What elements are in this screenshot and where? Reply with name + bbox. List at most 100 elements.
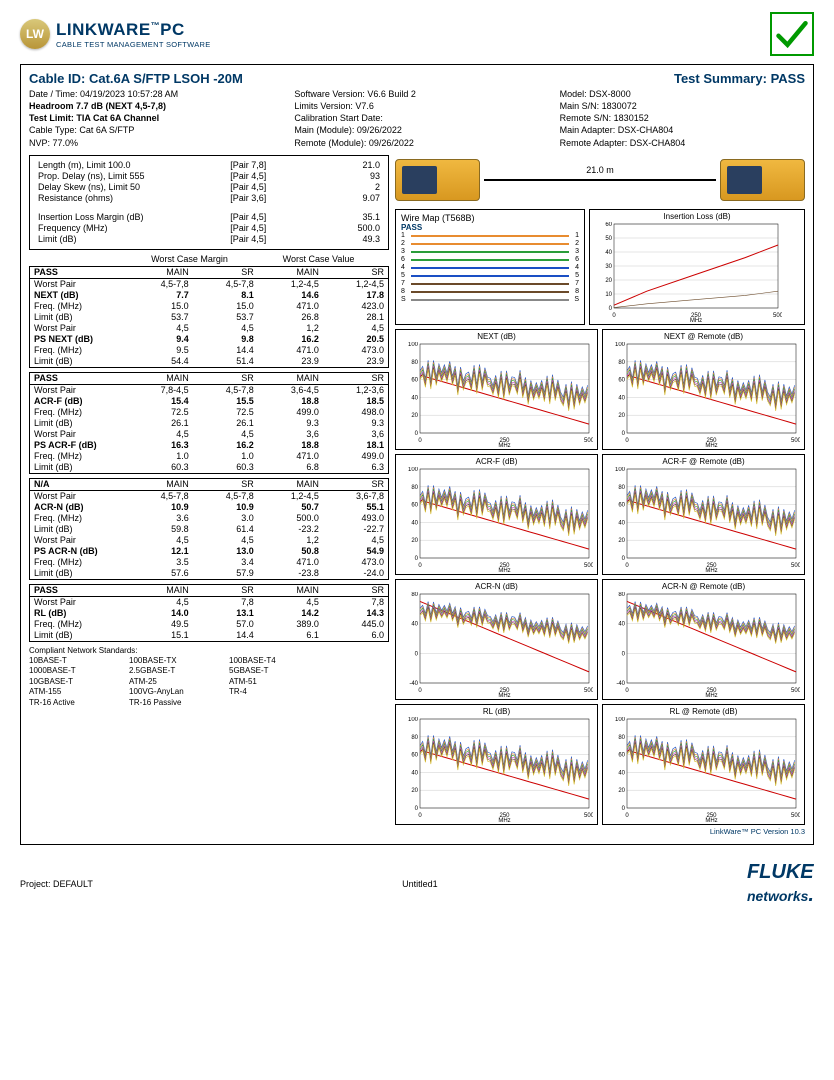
svg-text:500: 500 xyxy=(791,813,800,819)
svg-text:60: 60 xyxy=(411,502,418,508)
wiremap-title: Wire Map (T568B) xyxy=(401,213,579,223)
svg-text:20: 20 xyxy=(605,278,612,284)
standards-title: Compliant Network Standards: xyxy=(29,646,389,656)
hdr-mainsn: Main S/N: 1830072 xyxy=(560,100,805,112)
svg-text:80: 80 xyxy=(411,735,418,741)
svg-text:100: 100 xyxy=(615,467,626,473)
svg-text:20: 20 xyxy=(618,538,625,544)
svg-text:MHz: MHz xyxy=(705,568,717,572)
svg-text:0: 0 xyxy=(609,306,613,312)
logo-name: LINKWARE xyxy=(56,20,151,39)
svg-text:80: 80 xyxy=(411,360,418,366)
hdr-remmod: Remote (Module): 09/26/2022 xyxy=(294,137,539,149)
right-column: 21.0 m Wire Map (T568B) PASS 11223366445… xyxy=(395,155,805,825)
svg-text:-40: -40 xyxy=(409,681,418,687)
svg-text:100: 100 xyxy=(615,717,626,723)
cable-id-label: Cable ID: xyxy=(29,71,85,86)
hdr-mainad: Main Adapter: DSX-CHA804 xyxy=(560,124,805,136)
measurement-table: PASSMAINSRMAINSRWorst Pair7,8-4,54,5-7,8… xyxy=(29,372,389,474)
hdr-limver: Limits Version: V7.6 xyxy=(294,100,539,112)
hdr-headroom: Headroom 7.7 dB (NEXT 4,5-7,8) xyxy=(29,100,274,112)
svg-text:500: 500 xyxy=(584,563,593,569)
svg-text:100: 100 xyxy=(408,467,419,473)
basic-measurements: Length (m), Limit 100.0[Pair 7,8]21.0Pro… xyxy=(29,155,389,250)
hdr-mainmod: Main (Module): 09/26/2022 xyxy=(294,124,539,136)
svg-text:500: 500 xyxy=(584,688,593,694)
svg-text:80: 80 xyxy=(618,592,625,598)
svg-text:60: 60 xyxy=(618,502,625,508)
wcm-margin: Worst Case Margin xyxy=(125,254,254,264)
svg-text:MHz: MHz xyxy=(690,318,702,322)
il-chart-title: Insertion Loss (dB) xyxy=(592,212,802,221)
page-footer: Project: DEFAULT Untitled1 FLUKEnetworks… xyxy=(0,857,834,911)
svg-text:0: 0 xyxy=(625,688,629,694)
hdr-remsn: Remote S/N: 1830152 xyxy=(560,112,805,124)
svg-text:40: 40 xyxy=(618,621,625,627)
chart-6: RL (dB)0204060801000250500MHz xyxy=(395,704,598,825)
svg-text:60: 60 xyxy=(618,377,625,383)
chart-1: NEXT @ Remote (dB)0204060801000250500MHz xyxy=(602,329,805,450)
hdr-calstart: Calibration Start Date: xyxy=(294,112,539,124)
hdr-nvp: NVP: 77.0% xyxy=(29,137,274,149)
svg-text:0: 0 xyxy=(622,651,626,657)
hdr-remad: Remote Adapter: DSX-CHA804 xyxy=(560,137,805,149)
svg-text:0: 0 xyxy=(612,313,616,319)
svg-text:50: 50 xyxy=(605,236,612,242)
test-summary-label: Test Summary: xyxy=(674,71,767,86)
svg-text:MHz: MHz xyxy=(705,693,717,697)
svg-text:MHz: MHz xyxy=(498,443,510,447)
svg-text:MHz: MHz xyxy=(705,818,717,822)
logo-tagline: CABLE TEST MANAGEMENT SOFTWARE xyxy=(56,40,211,49)
svg-text:500: 500 xyxy=(791,563,800,569)
svg-text:40: 40 xyxy=(618,520,625,526)
fluke-logo: FLUKEnetworks. xyxy=(747,861,814,907)
cable-length: 21.0 m xyxy=(586,165,614,175)
svg-text:500: 500 xyxy=(584,813,593,819)
svg-text:0: 0 xyxy=(415,431,419,437)
file-name: Untitled1 xyxy=(402,879,438,889)
svg-text:0: 0 xyxy=(625,813,629,819)
logo-suffix: PC xyxy=(160,20,185,39)
svg-text:0: 0 xyxy=(625,438,629,444)
report-body: Cable ID: Cat.6A S/FTP LSOH -20M Test Su… xyxy=(20,64,814,845)
svg-text:500: 500 xyxy=(584,438,593,444)
svg-text:0: 0 xyxy=(625,563,629,569)
test-result: PASS xyxy=(771,71,805,86)
svg-text:30: 30 xyxy=(605,264,612,270)
svg-text:0: 0 xyxy=(415,806,419,812)
svg-text:20: 20 xyxy=(411,788,418,794)
measurement-table: PASSMAINSRMAINSRWorst Pair4,57,84,57,8RL… xyxy=(29,584,389,642)
svg-text:MHz: MHz xyxy=(498,818,510,822)
svg-text:0: 0 xyxy=(418,563,422,569)
linkware-logo: LW LINKWARE™PC CABLE TEST MANAGEMENT SOF… xyxy=(20,19,211,49)
chart-grid: NEXT (dB)0204060801000250500MHzNEXT @ Re… xyxy=(395,329,805,825)
svg-text:100: 100 xyxy=(408,342,419,348)
svg-text:100: 100 xyxy=(615,342,626,348)
lw-badge: LW xyxy=(20,19,50,49)
compliant-standards: Compliant Network Standards: 10BASE-T100… xyxy=(29,646,389,708)
wiremap-box: Wire Map (T568B) PASS 1122336644557788SS xyxy=(395,209,585,325)
svg-text:0: 0 xyxy=(622,556,626,562)
hdr-testlimit: Test Limit: TIA Cat 6A Channel xyxy=(29,112,274,124)
svg-text:100: 100 xyxy=(408,717,419,723)
svg-text:500: 500 xyxy=(791,438,800,444)
left-column: Length (m), Limit 100.0[Pair 7,8]21.0Pro… xyxy=(29,155,389,825)
svg-text:500: 500 xyxy=(791,688,800,694)
top-bar: LW LINKWARE™PC CABLE TEST MANAGEMENT SOF… xyxy=(20,12,814,56)
version-footer: LinkWare™ PC Version 10.3 xyxy=(29,827,805,836)
svg-text:40: 40 xyxy=(411,395,418,401)
svg-text:40: 40 xyxy=(411,770,418,776)
svg-text:40: 40 xyxy=(618,770,625,776)
wiremap-pass: PASS xyxy=(401,223,579,232)
chart-7: RL @ Remote (dB)0204060801000250500MHz xyxy=(602,704,805,825)
svg-text:60: 60 xyxy=(618,752,625,758)
svg-text:80: 80 xyxy=(618,360,625,366)
project-name: Project: DEFAULT xyxy=(20,879,93,889)
svg-text:10: 10 xyxy=(605,292,612,298)
chart-3: ACR-F @ Remote (dB)0204060801000250500MH… xyxy=(602,454,805,575)
svg-text:-40: -40 xyxy=(616,681,625,687)
svg-text:60: 60 xyxy=(411,377,418,383)
chart-2: ACR-F (dB)0204060801000250500MHz xyxy=(395,454,598,575)
cable-id: Cat.6A S/FTP LSOH -20M xyxy=(89,71,243,86)
svg-text:MHz: MHz xyxy=(498,568,510,572)
